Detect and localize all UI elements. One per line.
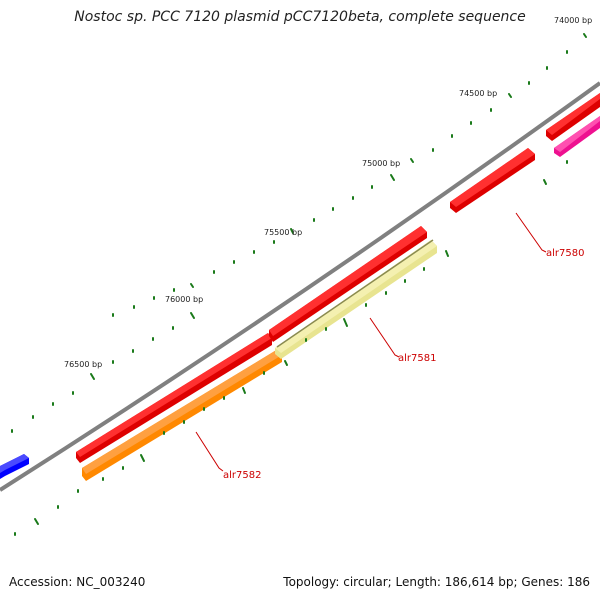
outer-scale-ticks — [11, 33, 587, 433]
tick-label-75000: 75000 bp — [362, 159, 400, 168]
tick-label-76000: 76000 bp — [165, 295, 203, 304]
tick-label-74000: 74000 bp — [554, 16, 592, 25]
accession-text: Accession: NC_003240 — [9, 575, 146, 589]
scale-tick-labels: 74000 bp 74500 bp 75000 bp 75500 bp 7600… — [64, 16, 592, 369]
map-title: Nostoc sp. PCC 7120 plasmid pCC7120beta,… — [74, 9, 526, 25]
gene-label-alr7580[interactable]: alr7580 — [546, 248, 584, 259]
gene-arrow-blue[interactable] — [0, 454, 29, 479]
gene-arrow-red-topright[interactable] — [546, 93, 600, 141]
tick-label-74500: 74500 bp — [459, 89, 497, 98]
inner-scale-ticks — [14, 160, 568, 536]
scale-tick — [390, 174, 395, 181]
scale-tick — [284, 360, 288, 366]
gene-label-leaders — [195, 212, 547, 472]
tick-label-76500: 76500 bp — [64, 360, 102, 369]
gene-arrow-alr7581-red[interactable] — [269, 226, 427, 342]
gene-label-alr7581[interactable]: alr7581 — [398, 353, 436, 364]
scale-tick — [90, 373, 95, 380]
scale-tick — [140, 454, 145, 462]
gene-arrow-alr7582-orange[interactable] — [82, 349, 282, 481]
scale-tick — [190, 283, 194, 288]
leader-alr7580 — [515, 212, 547, 253]
gene-arrow-alr7581-yellow[interactable] — [275, 239, 437, 359]
scale-tick — [34, 518, 39, 525]
plasmid-backbone-arc — [0, 81, 600, 492]
gene-arrow-alr7582-red[interactable] — [76, 333, 272, 463]
scale-tick — [410, 158, 414, 163]
topology-summary-text: Topology: circular; Length: 186,614 bp; … — [283, 575, 590, 589]
gene-arrow-magenta[interactable] — [554, 116, 600, 157]
scale-tick — [583, 33, 587, 38]
gene-labels: alr7580 alr7581 alr7582 — [223, 248, 584, 481]
scale-tick — [190, 312, 195, 319]
leader-alr7582 — [195, 431, 224, 472]
scale-tick — [508, 93, 512, 98]
scale-tick — [242, 387, 246, 394]
leader-alr7581 — [369, 317, 400, 358]
scale-tick — [445, 250, 449, 257]
gene-arrow-alr7580-red[interactable] — [450, 148, 535, 213]
scale-tick — [290, 228, 294, 234]
tick-label-75500: 75500 bp — [264, 228, 302, 237]
gene-label-alr7582[interactable]: alr7582 — [223, 470, 261, 481]
scale-tick — [543, 179, 547, 185]
scale-tick — [343, 318, 348, 327]
